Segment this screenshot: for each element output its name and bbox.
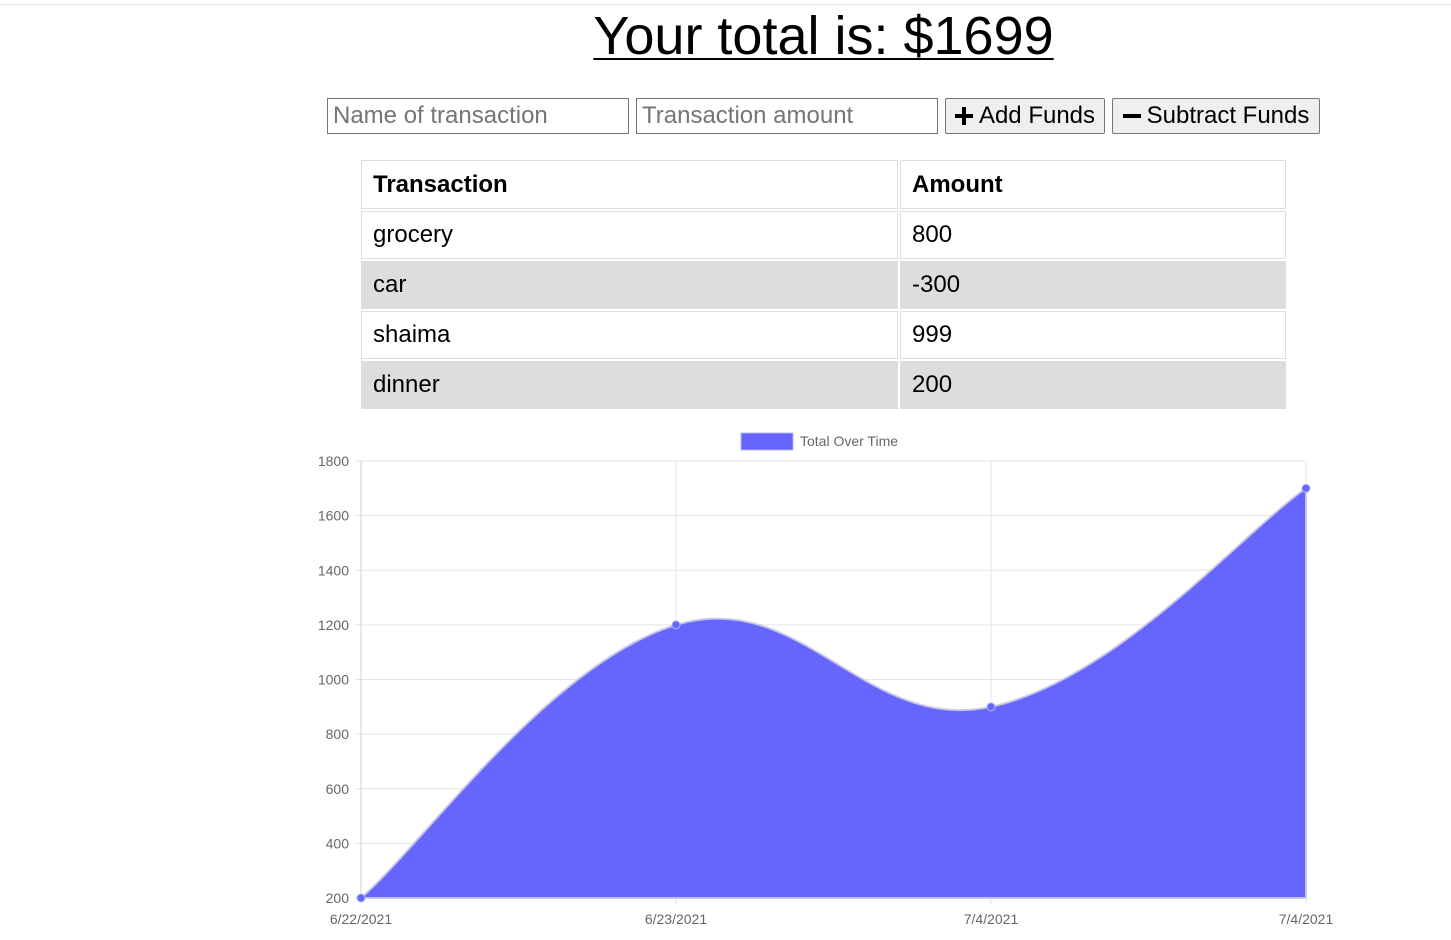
total-over-time-chart: Total Over Time 200 400 600 800 1000 1200 1400… xyxy=(318,432,1334,927)
data-point xyxy=(356,893,366,903)
data-point xyxy=(986,702,996,712)
transactions-table: Transaction Amount grocery 800 car -300 … xyxy=(359,158,1288,411)
column-header-amount: Amount xyxy=(900,160,1286,209)
minus-icon xyxy=(1122,107,1141,125)
data-point xyxy=(1301,483,1311,493)
table-row: shaima 999 xyxy=(361,311,1286,359)
y-tick-label: 200 xyxy=(326,890,350,906)
y-tick-label: 800 xyxy=(326,726,350,742)
table-row: dinner 200 xyxy=(361,361,1286,409)
subtract-funds-button[interactable]: Subtract Funds xyxy=(1112,98,1320,134)
legend-label: Total Over Time xyxy=(800,433,898,449)
top-divider xyxy=(0,4,1451,5)
transaction-name-cell: dinner xyxy=(361,361,898,409)
x-tick-label: 7/4/2021 xyxy=(964,911,1019,927)
x-tick-label: 6/22/2021 xyxy=(330,911,392,927)
y-tick-label: 1400 xyxy=(318,562,349,578)
legend-swatch xyxy=(740,432,794,451)
table-header-row: Transaction Amount xyxy=(361,160,1286,209)
y-tick-label: 1800 xyxy=(318,453,349,469)
chart-legend: Total Over Time xyxy=(740,432,898,451)
y-tick-label: 400 xyxy=(326,835,350,851)
transaction-amount-cell: -300 xyxy=(900,261,1286,309)
table-row: car -300 xyxy=(361,261,1286,309)
transaction-amount-cell: 200 xyxy=(900,361,1286,409)
data-point xyxy=(671,620,681,630)
transaction-amount-cell: 999 xyxy=(900,311,1286,359)
total-heading: Your total is: $1699 xyxy=(593,6,1054,66)
y-tick-label: 1000 xyxy=(318,672,349,688)
series-area-total-over-time xyxy=(358,486,1307,899)
transaction-name-cell: grocery xyxy=(361,211,898,259)
y-axis-ticks: 200 400 600 800 1000 1200 1400 1600 1800 xyxy=(318,453,349,906)
plus-icon xyxy=(954,107,973,125)
y-tick-label: 600 xyxy=(326,781,350,797)
transaction-name-cell: car xyxy=(361,261,898,309)
y-tick-label: 1200 xyxy=(318,617,349,633)
series-points xyxy=(356,483,1311,903)
table-row: grocery 800 xyxy=(361,211,1286,259)
add-funds-button[interactable]: Add Funds xyxy=(945,98,1105,134)
y-tick-label: 1600 xyxy=(318,508,349,524)
add-funds-label: Add Funds xyxy=(978,102,1096,129)
transaction-amount-input[interactable] xyxy=(636,98,938,134)
x-tick-label: 7/4/2021 xyxy=(1279,911,1334,927)
transaction-name-input[interactable] xyxy=(327,98,629,134)
subtract-funds-label: Subtract Funds xyxy=(1146,102,1310,129)
x-axis-ticks: 6/22/2021 6/23/2021 7/4/2021 7/4/2021 xyxy=(330,911,1334,927)
transaction-name-cell: shaima xyxy=(361,311,898,359)
transaction-amount-cell: 800 xyxy=(900,211,1286,259)
column-header-transaction: Transaction xyxy=(361,160,898,209)
x-tick-label: 6/23/2021 xyxy=(645,911,707,927)
